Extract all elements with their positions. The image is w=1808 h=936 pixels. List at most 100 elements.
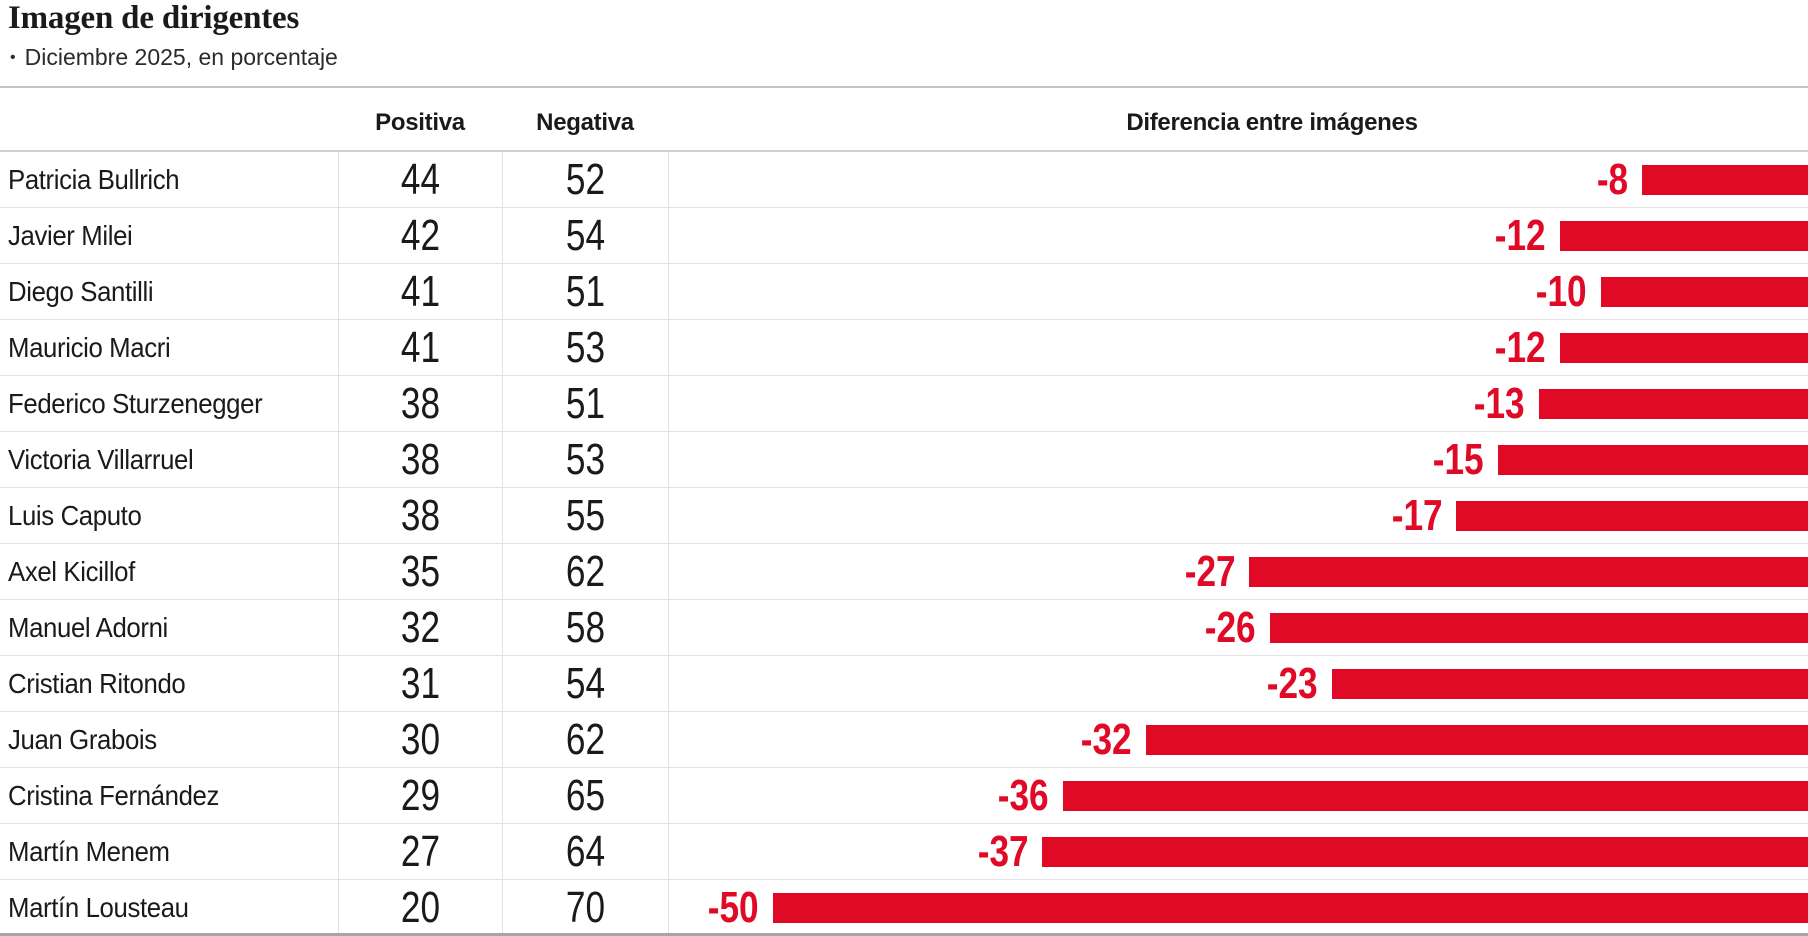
leader-name: Martín Lousteau bbox=[8, 892, 189, 923]
difference-cell: -13 bbox=[668, 376, 1808, 431]
difference-bar bbox=[1497, 444, 1808, 475]
chart-subtitle: • Diciembre 2025, en porcentaje bbox=[10, 44, 338, 71]
positive-value: 41 bbox=[338, 264, 502, 319]
difference-cell: -12 bbox=[668, 208, 1808, 263]
negative-value: 55 bbox=[502, 488, 668, 543]
difference-bar bbox=[1331, 668, 1808, 699]
header-divider bbox=[0, 150, 1808, 152]
positive-value: 32 bbox=[338, 600, 502, 655]
difference-label: -8 bbox=[1597, 154, 1629, 204]
difference-cell: -32 bbox=[668, 712, 1808, 767]
difference-bar bbox=[1642, 164, 1808, 195]
leader-name: Axel Kicillof bbox=[8, 555, 135, 587]
difference-bar bbox=[1249, 556, 1808, 587]
table-row: Martín Menem 27 64 -37 bbox=[0, 824, 1808, 880]
difference-cell: -27 bbox=[668, 544, 1808, 599]
negative-value: 62 bbox=[502, 712, 668, 767]
chart-subtitle-text: Diciembre 2025, en porcentaje bbox=[24, 44, 338, 70]
table-row: Cristina Fernández 29 65 -36 bbox=[0, 768, 1808, 824]
positive-value: 38 bbox=[338, 376, 502, 431]
negative-value: 65 bbox=[502, 768, 668, 823]
leader-name: Juan Grabois bbox=[8, 723, 157, 755]
positive-value: 38 bbox=[338, 488, 502, 543]
table-row: Martín Lousteau 20 70 -50 bbox=[0, 880, 1808, 936]
table-row: Mauricio Macri 41 53 -12 bbox=[0, 320, 1808, 376]
negative-value: 52 bbox=[502, 152, 668, 207]
table-row: Axel Kicillof 35 62 -27 bbox=[0, 544, 1808, 600]
leader-name: Martín Menem bbox=[8, 835, 170, 867]
difference-bar bbox=[1559, 220, 1808, 251]
difference-label: -12 bbox=[1494, 322, 1546, 372]
difference-label: -32 bbox=[1080, 714, 1132, 764]
positive-value: 44 bbox=[338, 152, 502, 207]
difference-cell: -17 bbox=[668, 488, 1808, 543]
leader-name: Federico Sturzenegger bbox=[8, 387, 263, 419]
difference-bar bbox=[773, 893, 1808, 923]
negative-value: 53 bbox=[502, 320, 668, 375]
difference-cell: -26 bbox=[668, 600, 1808, 655]
negative-value: 62 bbox=[502, 544, 668, 599]
negative-value: 53 bbox=[502, 432, 668, 487]
difference-bar bbox=[1538, 388, 1808, 419]
page-title: Imagen de dirigentes bbox=[8, 0, 300, 36]
difference-label: -13 bbox=[1474, 378, 1525, 428]
table-row: Victoria Villarruel 38 53 -15 bbox=[0, 432, 1808, 488]
leader-name: Victoria Villarruel bbox=[8, 443, 194, 475]
column-header-positive: Positiva bbox=[375, 109, 465, 136]
difference-label: -37 bbox=[977, 826, 1029, 876]
negative-value: 54 bbox=[502, 656, 668, 711]
column-headers: Positiva Negativa Diferencia entre imáge… bbox=[0, 96, 1808, 150]
difference-bar bbox=[1269, 612, 1808, 643]
table-body: Patricia Bullrich 44 52 -8 Javier Milei … bbox=[0, 152, 1808, 936]
positive-value: 27 bbox=[338, 824, 502, 879]
table-row: Diego Santilli 41 51 -10 bbox=[0, 264, 1808, 320]
difference-bar bbox=[1062, 780, 1808, 811]
difference-label: -15 bbox=[1432, 434, 1484, 484]
table-row: Patricia Bullrich 44 52 -8 bbox=[0, 152, 1808, 208]
difference-cell: -10 bbox=[668, 264, 1808, 319]
table-row: Cristian Ritondo 31 54 -23 bbox=[0, 656, 1808, 712]
table-row: Manuel Adorni 32 58 -26 bbox=[0, 600, 1808, 656]
leader-name: Luis Caputo bbox=[8, 499, 142, 531]
table-row: Javier Milei 42 54 -12 bbox=[0, 208, 1808, 264]
column-header-difference: Diferencia entre imágenes bbox=[1126, 109, 1418, 136]
difference-cell: -12 bbox=[668, 320, 1808, 375]
difference-bar bbox=[1559, 332, 1808, 363]
difference-label: -10 bbox=[1536, 266, 1587, 316]
difference-label: -23 bbox=[1267, 658, 1318, 708]
leader-name: Cristina Fernández bbox=[8, 779, 220, 811]
difference-label: -50 bbox=[708, 883, 759, 932]
negative-value: 51 bbox=[502, 264, 668, 319]
difference-label: -12 bbox=[1494, 210, 1546, 260]
positive-value: 42 bbox=[338, 208, 502, 263]
difference-cell: -23 bbox=[668, 656, 1808, 711]
negative-value: 64 bbox=[502, 824, 668, 879]
leader-name: Javier Milei bbox=[8, 219, 133, 251]
negative-value: 70 bbox=[502, 880, 668, 936]
difference-label: -36 bbox=[997, 770, 1049, 820]
difference-bar bbox=[1601, 276, 1808, 307]
difference-bar bbox=[1145, 724, 1808, 755]
positive-value: 41 bbox=[338, 320, 502, 375]
positive-value: 38 bbox=[338, 432, 502, 487]
negative-value: 54 bbox=[502, 208, 668, 263]
leader-name: Cristian Ritondo bbox=[8, 667, 186, 699]
difference-bar bbox=[1456, 500, 1808, 531]
positive-value: 20 bbox=[338, 880, 502, 936]
negative-value: 51 bbox=[502, 376, 668, 431]
difference-cell: -36 bbox=[668, 768, 1808, 823]
leader-name: Manuel Adorni bbox=[8, 611, 168, 643]
difference-cell: -15 bbox=[668, 432, 1808, 487]
leader-name: Diego Santilli bbox=[8, 275, 154, 307]
positive-value: 29 bbox=[338, 768, 502, 823]
positive-value: 30 bbox=[338, 712, 502, 767]
table-row: Juan Grabois 30 62 -32 bbox=[0, 712, 1808, 768]
leader-name: Patricia Bullrich bbox=[8, 163, 180, 195]
difference-cell: -8 bbox=[668, 152, 1808, 207]
difference-cell: -50 bbox=[668, 880, 1808, 936]
difference-label: -26 bbox=[1204, 602, 1256, 652]
bottom-divider bbox=[0, 933, 1808, 936]
leader-name: Mauricio Macri bbox=[8, 331, 171, 363]
column-header-negative: Negativa bbox=[536, 109, 634, 136]
